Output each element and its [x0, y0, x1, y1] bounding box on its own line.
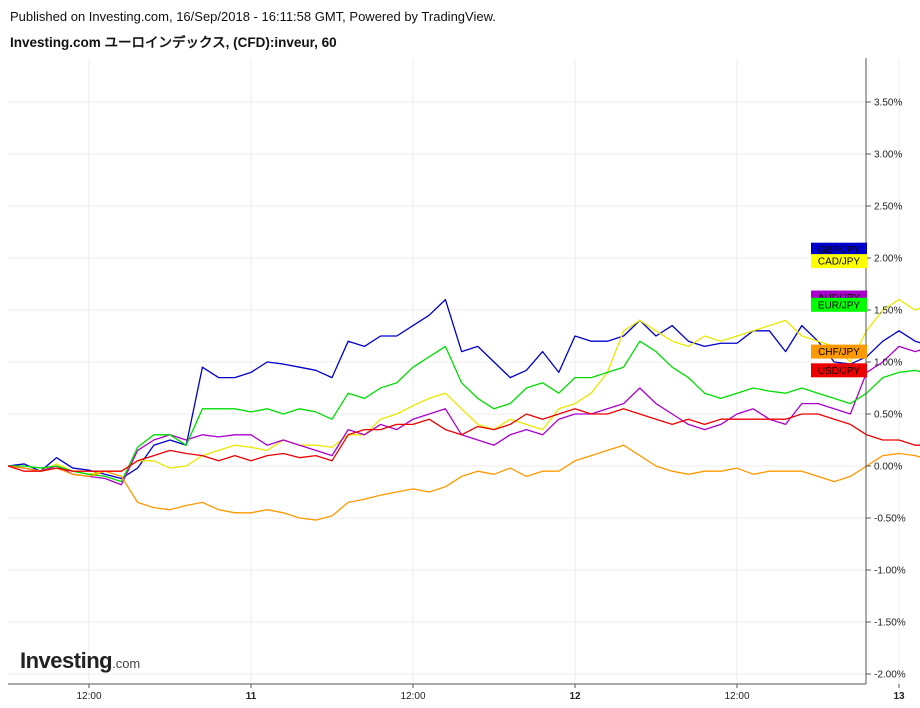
grid — [8, 58, 900, 684]
last-label-bg — [811, 297, 867, 312]
y-tick-label: 3.00% — [874, 150, 902, 161]
series-line-eur-jpy — [8, 340, 920, 483]
x-tick-label: 13 — [893, 691, 905, 702]
y-tick-label: -0.50% — [874, 514, 906, 525]
y-tick-label: 3.50% — [874, 98, 902, 109]
chart-title: Investing.com ユーロインデックス, (CFD):inveur, 6… — [10, 35, 337, 50]
last-label-bg — [811, 363, 867, 378]
last-label-text: USD/JPY — [818, 366, 861, 377]
series-last-labels: GBP/JPYCAD/JPYAUD/JPYEUR/JPYCHF/JPYUSD/J… — [811, 242, 867, 378]
y-tick-label: 1.00% — [874, 358, 902, 369]
y-tick-label: 1.50% — [874, 306, 902, 317]
series-line-chf-jpy — [7, 444, 920, 521]
y-tick-label: -2.00% — [874, 670, 906, 681]
y-tick-label: 2.00% — [874, 254, 902, 265]
published-caption: Published on Investing.com, 16/Sep/2018 … — [10, 9, 496, 24]
x-tick-label: 12 — [569, 691, 581, 702]
y-tick-label: 2.50% — [874, 202, 902, 213]
last-label-bg — [811, 254, 867, 269]
y-tick-label: -1.00% — [874, 566, 906, 577]
x-tick-label: 12:00 — [400, 691, 425, 702]
series-line-cad-jpy — [7, 298, 920, 475]
x-tick-label: 12:00 — [724, 691, 749, 702]
series-line-gbp-jpy — [7, 298, 920, 480]
logo-suffix: .com — [112, 656, 141, 671]
x-tick-label: 11 — [246, 691, 257, 702]
y-axis: 3.50% 3.00% 2.50% 2.00% 1.50% 1.00% 0.50% 0.00%… — [865, 58, 906, 684]
y-tick-label: -1.50% — [874, 618, 906, 629]
y-tick-label: 0.00% — [874, 462, 902, 473]
x-tick-label: 12:00 — [76, 691, 101, 702]
last-label-text: CAD/JPY — [818, 257, 861, 268]
last-label-text: CHF/JPY — [818, 347, 860, 358]
last-label-text: GBP/JPY — [818, 245, 861, 256]
last-label-text: EUR/JPY — [818, 300, 861, 311]
series-line-aud-jpy — [7, 345, 920, 486]
last-label-bg — [811, 344, 867, 359]
logo-main: Investing — [20, 648, 113, 673]
investing-logo: Investing.com — [20, 648, 140, 674]
last-label-bg — [811, 242, 867, 257]
series-line-usd-jpy — [7, 408, 920, 472]
y-tick-label: 0.50% — [874, 410, 902, 421]
